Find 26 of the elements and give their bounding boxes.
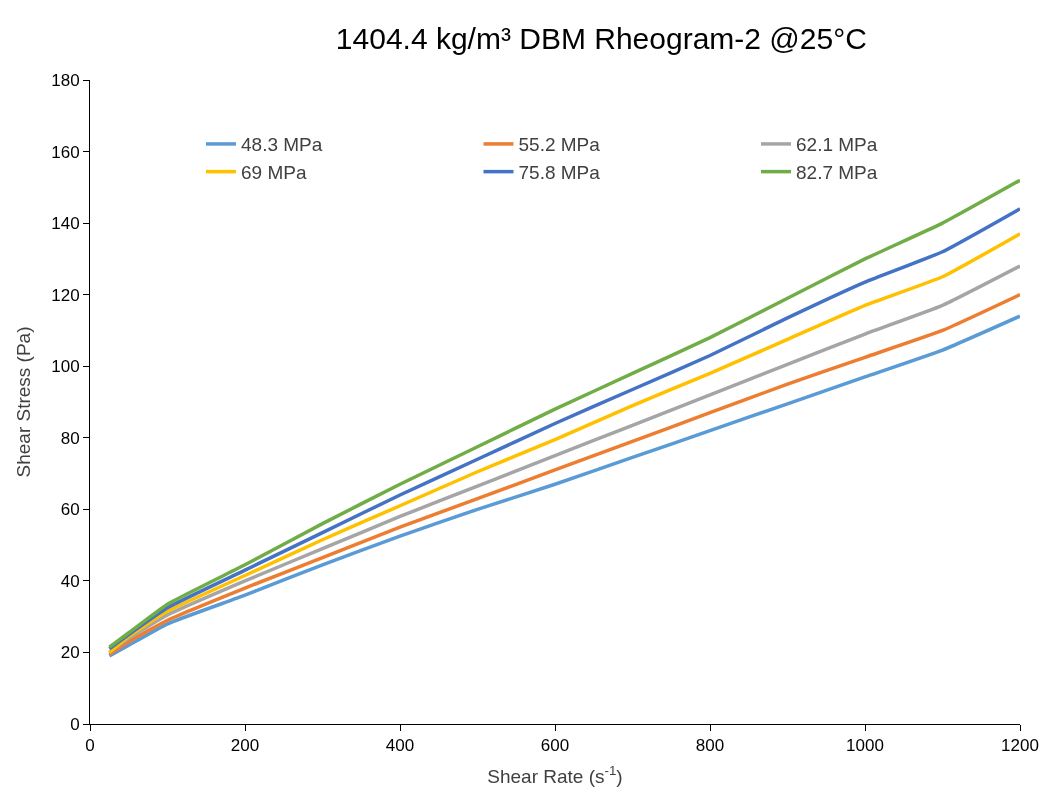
x-tick-label: 0 bbox=[85, 736, 95, 756]
y-tick-label: 140 bbox=[51, 214, 80, 234]
x-tick-label: 1200 bbox=[1001, 736, 1039, 756]
legend-label: 75.8 MPa bbox=[518, 162, 601, 184]
legend-label: 55.2 MPa bbox=[518, 134, 601, 156]
y-tick-label: 120 bbox=[51, 285, 80, 305]
x-tick-label: 400 bbox=[385, 736, 415, 756]
y-tick-label: 180 bbox=[51, 70, 80, 90]
legend-label: 62.1 MPa bbox=[796, 134, 878, 156]
x-axis-title: Shear Rate (s$^{-1}$) bbox=[487, 763, 623, 788]
y-tick-label: 0 bbox=[70, 714, 80, 734]
y-axis-title: Shear Stress (Pa) bbox=[13, 326, 35, 478]
legend-label: 69 MPa bbox=[241, 162, 307, 184]
y-tick-label: 60 bbox=[60, 500, 80, 520]
x-tick-label: 1000 bbox=[846, 736, 884, 756]
y-tick-label: 80 bbox=[60, 428, 80, 448]
y-tick-label: 160 bbox=[51, 142, 80, 162]
legend-label: 82.7 MPa bbox=[796, 162, 878, 184]
x-tick-label: 200 bbox=[230, 736, 260, 756]
y-tick-label: 40 bbox=[60, 571, 80, 591]
x-tick-label: 800 bbox=[695, 736, 725, 756]
y-tick-label: 100 bbox=[51, 357, 80, 377]
legend-label: 48.3 MPa bbox=[241, 134, 323, 156]
y-tick-label: 20 bbox=[60, 643, 80, 663]
x-tick-label: 600 bbox=[540, 736, 570, 756]
chart-title: 1404.4 kg/m³ DBM Rheogram-2 @25°C bbox=[335, 21, 867, 55]
